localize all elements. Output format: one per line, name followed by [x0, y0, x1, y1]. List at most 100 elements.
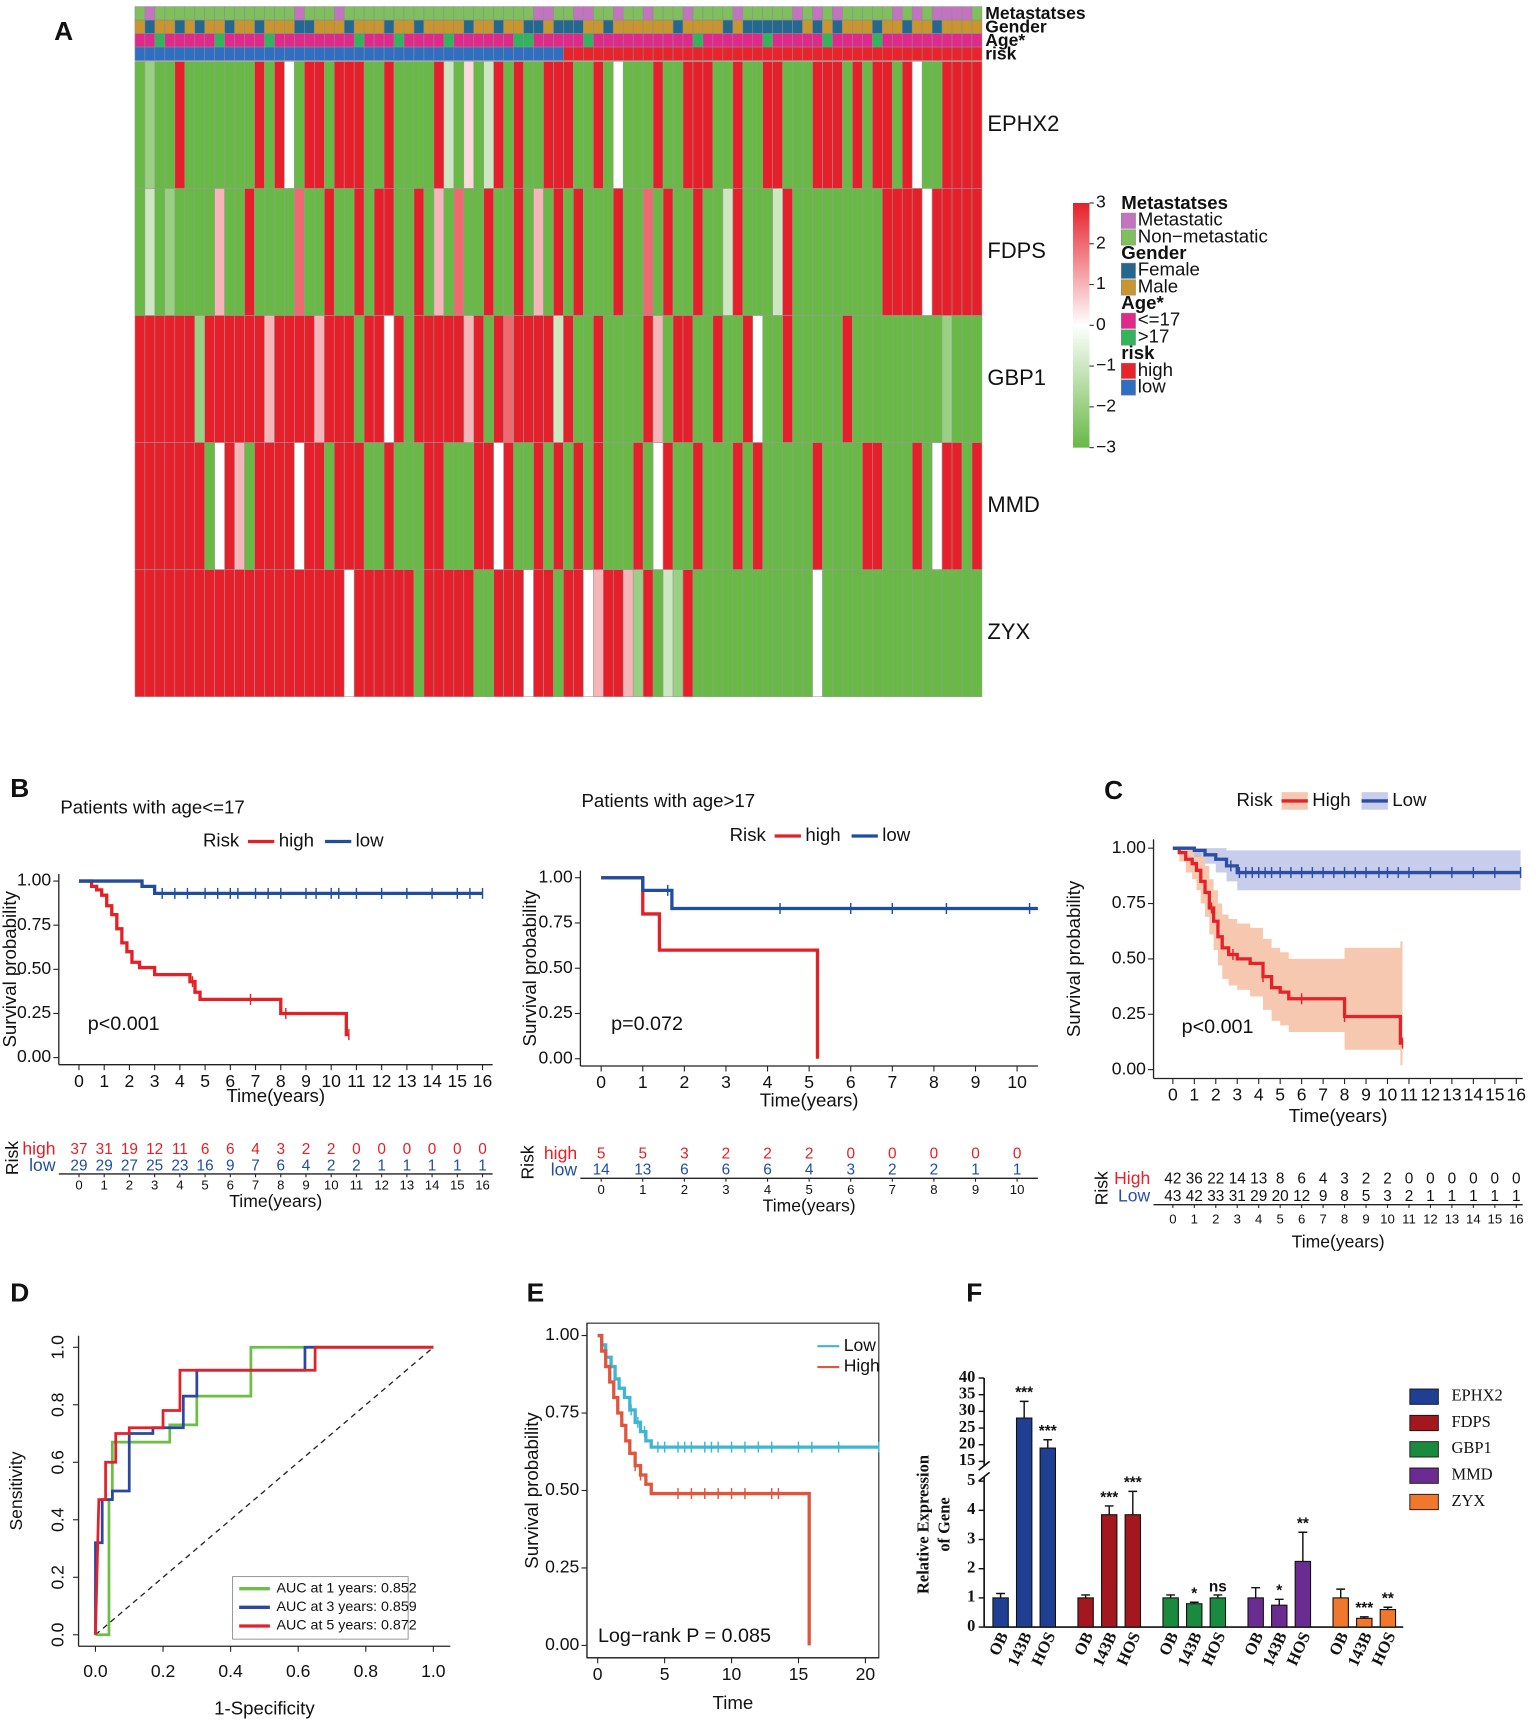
- heat-cell: [403, 61, 415, 189]
- heat-cell: [503, 442, 514, 570]
- heat-cell: [891, 315, 903, 443]
- x-tick-label: 3: [150, 1071, 160, 1091]
- heat-cell: [583, 61, 594, 189]
- heat-cell: [603, 315, 614, 443]
- heat-cell: [274, 442, 285, 570]
- significance-label: ***: [1355, 1600, 1373, 1617]
- x-tick-label: 8: [1340, 1085, 1350, 1105]
- significance-label: **: [1382, 1591, 1394, 1608]
- risk-count: 1: [1013, 1162, 1022, 1179]
- heat-cell: [971, 569, 983, 697]
- x-tick-label: 2: [679, 1072, 689, 1092]
- annotation-cell: [702, 19, 714, 34]
- annotation-cell: [353, 46, 365, 61]
- annotation-cell: [194, 19, 205, 34]
- annotation-cell: [264, 46, 275, 61]
- heat-cell: [254, 188, 265, 316]
- heat-cell: [911, 569, 923, 697]
- x-tick-label: 6: [846, 1072, 856, 1092]
- heat-cell: [533, 442, 544, 570]
- legend-label: AUC at 3 years: 0.859: [276, 1599, 416, 1615]
- annotation-cell: [413, 33, 425, 48]
- y-axis-label: Survival probability: [521, 1412, 542, 1569]
- heat-cell: [911, 315, 923, 443]
- y-axis-label: Sensitivity: [6, 1451, 26, 1530]
- heat-cell: [652, 188, 664, 316]
- heat-cell: [383, 188, 395, 316]
- risk-count: 0: [888, 1145, 897, 1162]
- annotation-cell: [563, 46, 574, 61]
- heat-cell: [284, 188, 295, 316]
- heat-cell: [742, 188, 754, 316]
- annotation-cell: [294, 6, 305, 21]
- annotation-cell: [403, 19, 415, 34]
- heat-cell: [184, 442, 196, 570]
- annotation-cell: [642, 33, 654, 48]
- heat-cell: [234, 315, 245, 443]
- legend-label: <=17: [1138, 309, 1181, 330]
- heat-cell: [891, 61, 903, 189]
- heat-cell: [752, 569, 763, 697]
- annotation-cell: [792, 33, 803, 48]
- annotation-cell: [403, 46, 415, 61]
- heat-cell: [862, 61, 873, 189]
- annotation-cell: [792, 19, 803, 34]
- heat-cell: [333, 61, 345, 189]
- risk-count: 0: [428, 1141, 437, 1158]
- legend-title: Risk: [203, 829, 240, 850]
- annotation-cell: [961, 19, 973, 34]
- annotation-cell: [832, 6, 843, 21]
- annotation-cell: [433, 6, 445, 21]
- risk-tick-label: 5: [805, 1182, 812, 1197]
- heat-cell: [533, 315, 544, 443]
- annotation-cell: [493, 46, 504, 61]
- heat-cell: [802, 315, 813, 443]
- annotation-cell: [274, 46, 285, 61]
- risk-tick-label: 14: [425, 1177, 440, 1192]
- heat-cell: [742, 442, 754, 570]
- gene-label: FDPS: [987, 238, 1046, 263]
- annotation-cell: [214, 46, 225, 61]
- annotation-cell: [762, 6, 773, 21]
- annotation-cell: [284, 46, 295, 61]
- x-tick-label: 5: [660, 1664, 670, 1684]
- annotation-cell: [772, 46, 783, 61]
- annotation-cell: [553, 19, 564, 34]
- heat-cell: [463, 315, 475, 443]
- heat-cell: [304, 569, 315, 697]
- risk-tick-label: 9: [1362, 1212, 1369, 1227]
- annotation-cell: [682, 19, 694, 34]
- x-tick-label: 3: [1232, 1085, 1242, 1105]
- heat-cell: [742, 61, 754, 189]
- heat-cell: [862, 442, 873, 570]
- color-tick-label: 3: [1096, 192, 1106, 212]
- x-tick-label: 5: [200, 1071, 210, 1091]
- y-tick-label: 0.75: [545, 1402, 579, 1422]
- annotation-cell: [543, 33, 554, 48]
- heat-cell: [901, 569, 913, 697]
- heat-cell: [543, 442, 554, 570]
- annotation-cell: [274, 19, 285, 34]
- heat-cell: [672, 569, 684, 697]
- annotation-cell: [842, 19, 853, 34]
- heat-cell: [483, 569, 494, 697]
- annotation-cell: [144, 19, 156, 34]
- heat-cell: [842, 315, 853, 443]
- annotation-cell: [154, 46, 166, 61]
- heat-cell: [951, 61, 963, 189]
- heat-cell: [792, 188, 803, 316]
- y-tick-label: 20: [959, 1434, 975, 1453]
- heat-cell: [184, 569, 196, 697]
- heat-cell: [174, 61, 186, 189]
- heat-cell: [483, 442, 494, 570]
- risk-row-label: high: [22, 1138, 55, 1158]
- heat-cell: [324, 569, 335, 697]
- heat-cell: [553, 188, 564, 316]
- risk-tick-label: 3: [722, 1182, 729, 1197]
- x-tick-label: 9: [971, 1072, 981, 1092]
- heat-cell: [393, 442, 405, 570]
- annotation-cell: [433, 33, 445, 48]
- annotation-cell: [383, 33, 395, 48]
- annotation-cell: [513, 19, 524, 34]
